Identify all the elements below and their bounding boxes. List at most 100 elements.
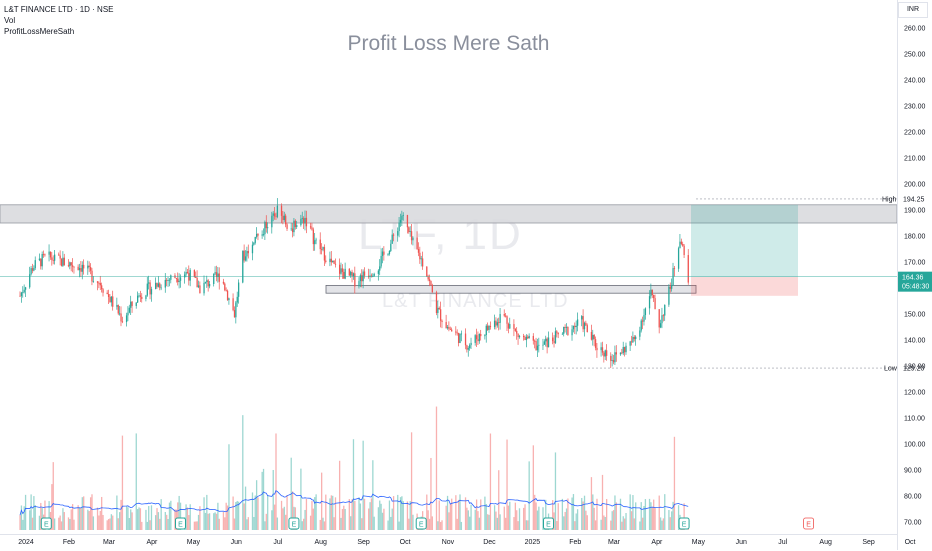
candle-down [80,268,82,272]
volume-bar [430,457,432,530]
volume-bar [109,518,111,530]
candle-down [343,271,345,279]
volume-bar [88,511,90,530]
candle-down [593,334,595,340]
volume-bar [554,452,557,530]
volume-bar [594,520,597,530]
volume-bar [552,500,554,530]
volume-bar [654,507,656,530]
volume-bar [456,518,458,530]
candle-up [446,327,449,329]
indicator-vol[interactable]: Vol [4,16,16,25]
volume-bar [372,460,374,530]
candle-up [509,324,511,329]
time-axis[interactable] [0,534,897,551]
candle-up [148,282,150,284]
candle-down [247,250,249,254]
candle-up [204,281,207,283]
volume-bar [117,518,119,530]
candle-down [430,280,432,286]
candle-down [524,337,526,341]
candle-down [101,285,103,290]
candle-up [611,360,613,361]
volume-bar [119,512,121,530]
earnings-box [174,517,186,530]
candle-down [683,245,685,256]
candle-up [160,287,162,289]
candle-up [664,304,666,316]
candle-down [653,294,655,299]
volume-bar [469,516,471,530]
candle-down [42,254,45,255]
candle-up [401,215,403,220]
candle-down [557,332,559,335]
indicator-custom[interactable]: ProfitLossMereSath [4,27,75,36]
candle-up [388,250,391,254]
volume-bar [59,515,61,530]
volume-bar [563,516,565,530]
candle-up [272,213,274,216]
candle-down [408,227,410,232]
candle-down [498,322,500,324]
candle-up [38,258,41,261]
candle-up [167,280,169,281]
candle-up [110,296,113,303]
candle-up [314,240,316,245]
candle-up [469,345,471,349]
candle-up [459,333,461,344]
price-axis[interactable] [897,0,932,550]
volume-bar [193,521,196,530]
volume-bar [542,507,544,530]
volume-bar [561,498,564,530]
volume-bar [457,499,460,530]
candle-down [606,350,608,356]
candle-down [535,341,537,351]
candle-down [449,328,451,330]
candle-up [493,320,496,328]
volume-bar [412,514,414,530]
candle-down [506,316,508,324]
candle-down [654,298,656,310]
volume-bar [29,510,31,530]
candle-down [305,217,308,227]
volume-bar [524,504,526,530]
volume-bar [451,498,453,530]
candle-down [193,270,196,277]
candle-down [456,332,458,334]
candle-up [581,316,583,320]
candle-down [680,241,683,244]
candle-down [89,267,92,271]
candle-up [572,325,575,330]
candle-up [242,250,244,283]
volume-bar [350,516,352,530]
volume-bar [233,518,236,530]
candle-up [135,302,137,306]
volume-bar [557,503,559,530]
volume-bar [141,521,143,530]
volume-bar [120,499,122,530]
candle-down [594,339,597,348]
symbol-title[interactable]: L&T FINANCE LTD · 1D · NSE [4,5,114,14]
volume-bar [262,468,265,530]
candle-up [255,233,258,237]
candle-up [390,243,392,251]
volume-bar [535,502,537,530]
candle-up [237,282,240,297]
volume-bar [107,519,110,530]
volume-bar [661,520,663,530]
candle-up [648,296,651,309]
candle-down [286,224,288,229]
volume-bar [87,509,89,530]
candle-down [106,292,108,295]
candle-up [565,326,568,328]
volume-bar [565,508,568,530]
volume-bar [564,511,566,530]
currency-label[interactable]: INR [898,2,928,18]
volume-bar [19,515,21,530]
volume-bar [572,494,575,530]
volume-bar [304,509,306,530]
candle-up [380,255,382,267]
candle-down [586,325,588,333]
volume-bar [673,436,676,530]
